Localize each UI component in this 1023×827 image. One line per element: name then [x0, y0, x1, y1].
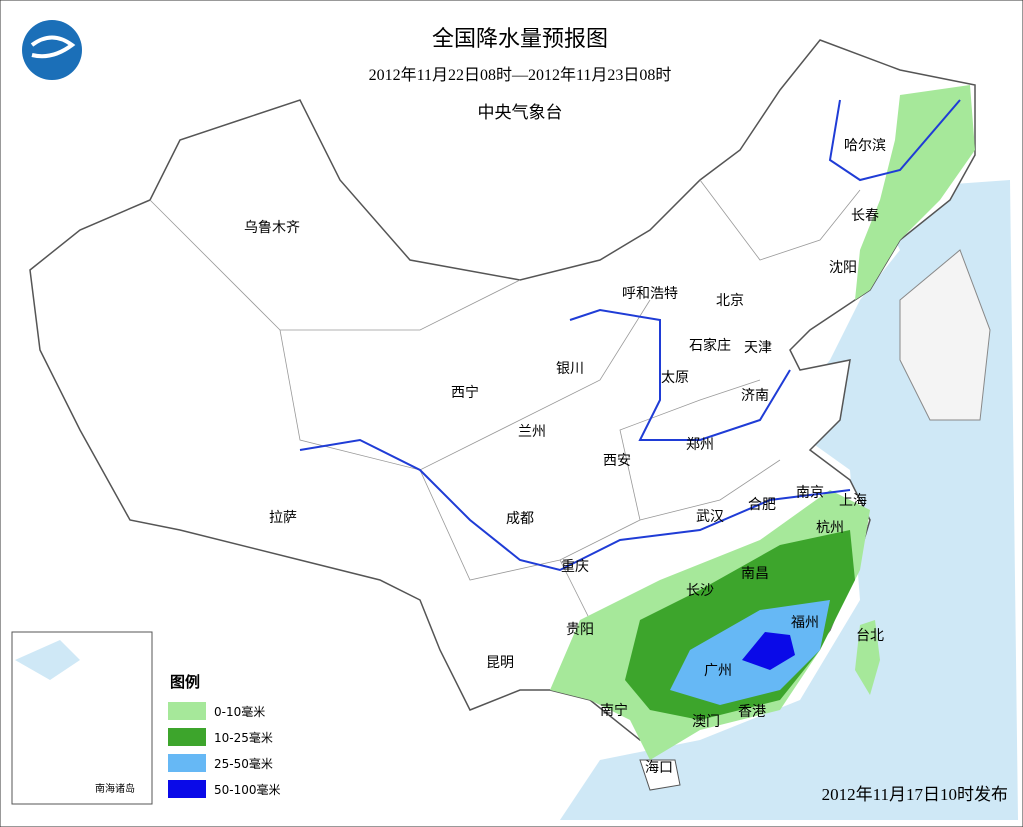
city-label: 昆明: [486, 655, 514, 671]
period: 2012年11月22日08时—2012年11月23日08时: [369, 66, 672, 84]
city-label: 太原: [661, 370, 689, 386]
city-label: 乌鲁木齐: [244, 220, 300, 236]
city-label: 呼和浩特: [622, 286, 678, 302]
city-label: 海口: [645, 760, 673, 776]
city-label: 北京: [716, 293, 744, 309]
city-label: 成都: [506, 511, 534, 527]
legend-title: 图例: [170, 673, 200, 691]
city-label: 长春: [851, 208, 879, 224]
city-label: 南京: [796, 485, 824, 501]
city-label: 郑州: [686, 437, 714, 453]
city-label: 拉萨: [269, 510, 297, 526]
city-label: 银川: [556, 361, 584, 377]
city-label: 济南: [741, 388, 769, 404]
zone-0-10: [855, 85, 975, 300]
legend-swatch: [168, 728, 206, 746]
title: 全国降水量预报图: [432, 27, 608, 52]
legend-swatch: [168, 754, 206, 772]
legend: 0-10毫米 10-25毫米 25-50毫米 50-100毫米: [168, 702, 281, 798]
issuer: 中央气象台: [478, 103, 563, 123]
city-label: 石家庄: [689, 337, 731, 354]
city-label: 南昌: [741, 566, 769, 582]
city-label: 天津: [744, 340, 772, 356]
city-label: 兰州: [518, 424, 546, 440]
hainan: [639, 759, 681, 791]
city-label: 台北: [856, 628, 884, 644]
city-label: 西宁: [451, 384, 479, 401]
rivers: [299, 99, 961, 572]
zone-0-10: [855, 620, 880, 695]
city-label: 南宁: [600, 702, 628, 719]
city-label: 上海: [839, 493, 867, 509]
legend-swatch: [168, 780, 206, 798]
legend-label: 50-100毫米: [214, 782, 281, 797]
city-label: 澳门: [692, 714, 720, 730]
legend-label: 0-10毫米: [214, 704, 265, 719]
zone-50-100: [742, 632, 795, 670]
city-label: 武汉: [696, 509, 724, 525]
city-label: 杭州: [816, 520, 844, 536]
city-label: 广州: [704, 663, 732, 679]
logo: [22, 20, 82, 80]
city-label: 重庆: [561, 559, 589, 575]
legend-label: 10-25毫米: [214, 730, 273, 745]
city-label: 贵阳: [566, 622, 594, 638]
city-label: 西安: [603, 453, 631, 469]
legend-swatch: [168, 702, 206, 720]
inset-sea: [15, 640, 80, 680]
inset-label: 南海诸岛: [95, 782, 135, 795]
city-label: 香港: [738, 704, 766, 720]
city-label: 福州: [791, 615, 819, 631]
korea: [899, 249, 991, 421]
city-label: 沈阳: [829, 260, 857, 276]
city-label: 长沙: [686, 583, 714, 599]
legend-label: 25-50毫米: [214, 756, 273, 771]
city-label: 合肥: [748, 497, 776, 513]
issued-date: 2012年11月17日10时发布: [822, 785, 1008, 804]
city-label: 哈尔滨: [844, 138, 886, 154]
